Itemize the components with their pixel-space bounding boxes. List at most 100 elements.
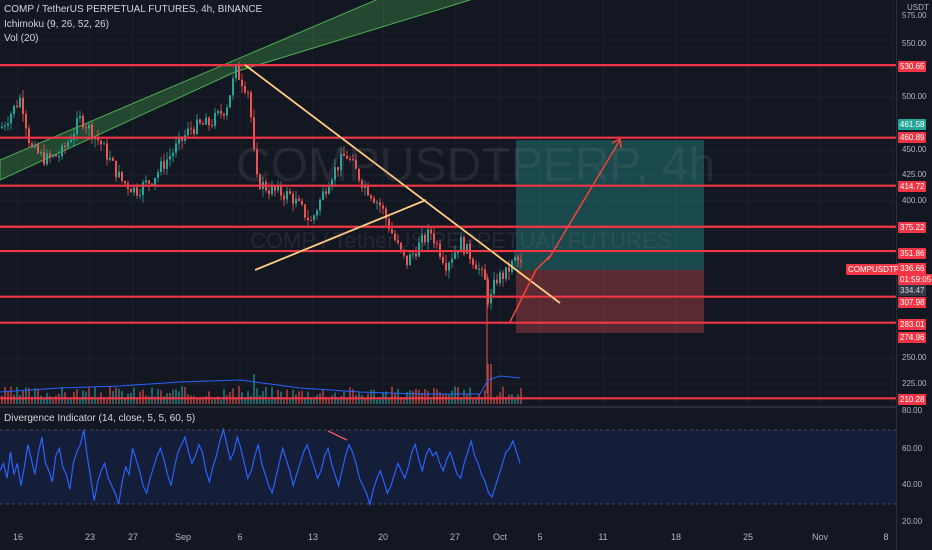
candle-body: [13, 105, 15, 114]
time-tick: Sep: [174, 532, 192, 542]
volume-bar: [238, 386, 240, 404]
volume-bar: [469, 387, 471, 404]
ascending-trendline[interactable]: [254, 199, 427, 271]
price-tag-level[interactable]: 210.28: [898, 394, 927, 405]
price-tick: 550.00: [902, 39, 927, 48]
candle-body: [373, 198, 375, 203]
ichimoku-legend[interactable]: Ichimoku (9, 26, 52, 26): [4, 19, 110, 30]
candle-body: [343, 153, 345, 156]
candle-body: [79, 116, 81, 119]
volume-bar: [109, 386, 111, 404]
candle-body: [481, 268, 483, 270]
candle-body: [76, 118, 78, 134]
candle-body: [370, 195, 372, 199]
candle-body: [409, 254, 411, 266]
volume-bar: [118, 388, 120, 404]
candle-body: [307, 217, 309, 221]
projected-path-arrow[interactable]: [509, 139, 621, 323]
candle-body: [412, 253, 414, 255]
volume-bar: [403, 398, 405, 404]
candle-body: [493, 279, 495, 294]
volume-bar: [190, 395, 192, 404]
horizontal-levels[interactable]: [0, 64, 896, 400]
candle-body: [367, 184, 369, 196]
candle-body: [52, 154, 54, 157]
candle-body: [466, 243, 468, 254]
candle-body: [280, 185, 282, 196]
price-tick: 575.00: [902, 11, 927, 20]
candle-body: [484, 269, 486, 280]
price-tag-level[interactable]: 307.98: [898, 297, 927, 308]
candle-body: [379, 202, 381, 206]
candle-body: [259, 174, 261, 189]
price-tag-level[interactable]: 283.01: [898, 319, 927, 330]
candle-body: [211, 125, 213, 127]
price-tag-level[interactable]: 351.86: [898, 248, 927, 259]
volume-bar: [91, 396, 93, 404]
volume-bar: [88, 386, 90, 404]
volume-bar: [415, 388, 417, 404]
candle-body: [22, 97, 24, 114]
volume-bar: [376, 399, 378, 404]
price-tag-timer[interactable]: 01:59:05: [898, 274, 932, 285]
candle-body: [37, 144, 39, 154]
candle-body: [436, 243, 438, 245]
candle-body: [139, 194, 141, 196]
volume-bar: [310, 398, 312, 404]
candle-body: [28, 128, 30, 144]
candle-body: [502, 272, 504, 280]
symbol-legend[interactable]: COMP / TetherUS PERPETUAL FUTURES, 4h, B…: [4, 4, 263, 15]
volume-bar: [196, 397, 198, 404]
candle-body: [514, 256, 516, 261]
price-tag-level[interactable]: 460.89: [898, 132, 927, 143]
candle-body: [136, 187, 138, 196]
candle-body: [196, 119, 198, 134]
volume-bar: [223, 389, 225, 404]
oscillator-pane: [0, 408, 896, 532]
candle-body: [85, 127, 87, 129]
candle-body: [430, 229, 432, 234]
candle-body: [451, 258, 453, 263]
volume-bar: [316, 394, 318, 404]
candle-body: [145, 180, 147, 183]
volume-bar: [337, 397, 339, 404]
volume-bar: [355, 395, 357, 404]
candle-body: [178, 136, 180, 144]
volume-bar: [136, 397, 138, 404]
price-tag-level[interactable]: 414.72: [898, 181, 927, 192]
price-tag-plain[interactable]: 334.47: [898, 285, 927, 296]
price-tag-symbol[interactable]: COMPUSDTPERP: [846, 264, 918, 275]
candle-body: [250, 92, 252, 118]
candle-body: [235, 65, 237, 79]
volume-bar: [430, 399, 432, 404]
price-tag-target[interactable]: 461.58: [898, 119, 927, 130]
descending-trendline[interactable]: [244, 64, 561, 304]
candle-body: [148, 180, 150, 184]
volume-bar: [283, 399, 285, 404]
candle-body: [7, 123, 9, 126]
long-position-profit-zone[interactable]: [516, 140, 704, 270]
candle-body: [58, 156, 60, 158]
candle-body: [10, 113, 12, 124]
candle-body: [241, 79, 243, 87]
price-tag-level[interactable]: 375.22: [898, 222, 927, 233]
candle-body: [160, 161, 162, 172]
candle-body: [244, 86, 246, 93]
candle-body: [115, 160, 117, 178]
volume-bar: [220, 399, 222, 404]
volume-bar: [61, 386, 63, 404]
price-tag-level[interactable]: 530.65: [898, 61, 927, 72]
oscillator-tick: 40.00: [902, 480, 923, 489]
volume-bar: [160, 390, 162, 404]
candle-body: [442, 256, 444, 264]
price-tick: 450.00: [902, 145, 927, 154]
oscillator-legend[interactable]: Divergence Indicator (14, close, 5, 5, 6…: [4, 413, 196, 424]
volume-legend[interactable]: Vol (20): [4, 33, 39, 44]
price-tag-current[interactable]: 336.66: [898, 263, 927, 274]
price-tag-stop[interactable]: 274.96: [898, 332, 927, 343]
ascending-channel[interactable]: [0, 0, 471, 181]
candle-body: [214, 112, 216, 126]
candle-body: [355, 159, 357, 169]
volume-bar: [184, 387, 186, 404]
